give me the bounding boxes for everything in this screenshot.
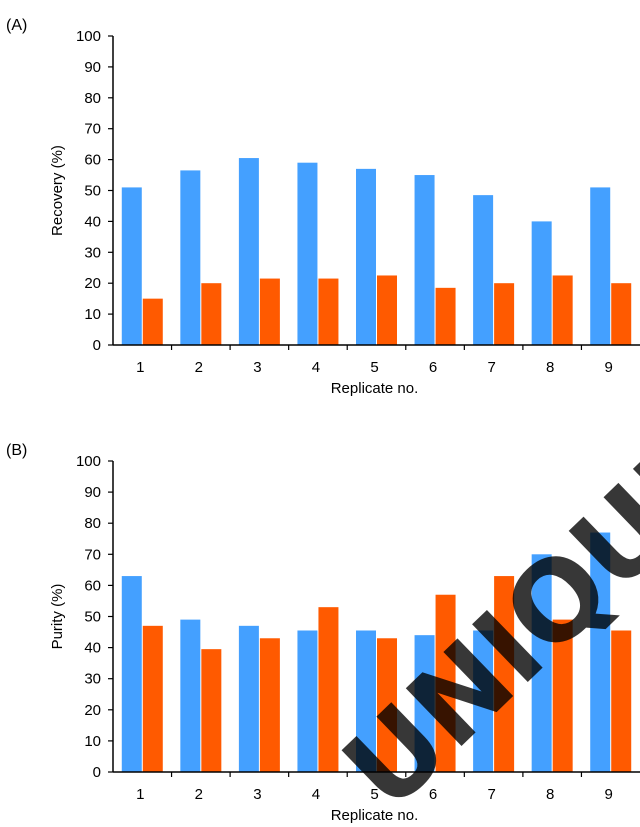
y-tick-label: 0 [93,337,101,354]
y-tick-label: 70 [84,121,101,138]
y-tick-label: 30 [84,671,101,688]
panel-b-purity-chart: (B) 0 10 20 30 40 50 60 70 80 90 100 1 2 3 4 5 6 7 8 9 Replic… [6,442,640,824]
x-tick-label: 7 [487,359,495,376]
bar-series2-replicate-2 [201,283,222,345]
bar-series1-replicate-2 [180,170,201,345]
x-tick-label: 5 [370,359,378,376]
bar-series1-replicate-6 [414,175,435,345]
x-tick-label: 1 [136,786,144,803]
bar-series1-replicate-8 [531,221,552,345]
y-tick-label: 100 [76,453,101,470]
y-tick-label: 30 [84,244,101,261]
bar-series2-replicate-8 [552,619,573,772]
y-tick-label: 0 [93,764,101,781]
bar-series2-replicate-6 [435,594,456,772]
bar-series2-replicate-7 [494,283,515,345]
x-tick-label: 4 [312,359,320,376]
bar-series1-replicate-7 [473,195,494,345]
y-tick-label: 40 [84,640,101,657]
bar-series1-replicate-3 [238,625,259,772]
bar-series2-replicate-9 [611,630,632,772]
x-axis-title: Replicate no. [331,807,419,824]
x-tick-label: 8 [546,786,554,803]
bar-series1-replicate-1 [121,187,142,345]
bar-series2-replicate-4 [318,278,339,345]
y-tick-label: 90 [84,484,101,501]
y-tick-label: 10 [84,733,101,750]
bar-series2-replicate-1 [142,298,163,345]
panel-label: (A) [6,17,27,34]
y-tick-label: 20 [84,702,101,719]
bar-series1-replicate-5 [356,630,376,772]
x-tick-label: 7 [487,786,495,803]
y-tick-label: 100 [76,28,101,45]
bar-series1-replicate-1 [121,576,142,772]
y-tick-label: 20 [84,275,101,292]
bar-series2-replicate-3 [259,638,280,772]
bar-series1-replicate-8 [531,554,552,772]
y-tick-label: 50 [84,609,101,626]
panel-label: (B) [6,442,27,459]
x-tick-label: 4 [312,786,320,803]
x-tick-label: 9 [605,786,613,803]
x-tick-label: 2 [195,786,203,803]
bar-series1-replicate-4 [297,630,318,772]
x-tick-label: 9 [605,359,613,376]
y-tick-label: 60 [84,577,101,594]
bar-series2-replicate-8 [552,275,573,345]
y-tick-label: 80 [84,515,101,532]
bar-series1-replicate-4 [297,162,318,345]
x-tick-label: 8 [546,359,554,376]
bar-series2-replicate-4 [318,607,339,772]
y-tick-label: 60 [84,152,101,169]
bar-series1-replicate-5 [356,168,376,345]
y-tick-label: 40 [84,213,101,230]
bar-series2-replicate-5 [377,638,397,772]
y-axis-title: Recovery (%) [49,145,66,236]
bar-series2-replicate-7 [494,576,515,772]
y-axis-title: Purity (%) [49,584,66,650]
x-tick-label: 6 [429,786,437,803]
bar-series2-replicate-6 [435,287,456,345]
x-tick-label: 3 [253,786,261,803]
y-tick-label: 80 [84,90,101,107]
y-tick-label: 90 [84,59,101,76]
y-tick-label: 50 [84,183,101,200]
y-tick-label: 10 [84,306,101,323]
bar-series2-replicate-5 [377,275,397,345]
panel-a-recovery-chart: (A) 0 10 20 30 40 50 60 70 80 90 100 1 2 3 4 5 6 7 8 9 Replic… [6,17,640,397]
bar-series2-replicate-2 [201,649,222,772]
y-tick-label: 70 [84,546,101,563]
bar-series2-replicate-9 [611,283,632,345]
bar-series1-replicate-6 [414,635,435,772]
bar-series1-replicate-9 [590,187,611,345]
x-tick-label: 2 [195,359,203,376]
bar-series1-replicate-2 [180,619,201,772]
bar-series2-replicate-3 [259,278,280,345]
x-axis-title: Replicate no. [331,380,419,397]
x-tick-label: 1 [136,359,144,376]
bar-series1-replicate-7 [473,630,494,772]
x-tick-label: 3 [253,359,261,376]
bar-series1-replicate-3 [238,158,259,345]
bar-series1-replicate-9 [590,532,611,772]
x-tick-label: 6 [429,359,437,376]
x-tick-label: 5 [370,786,378,803]
bar-series2-replicate-1 [142,625,163,772]
